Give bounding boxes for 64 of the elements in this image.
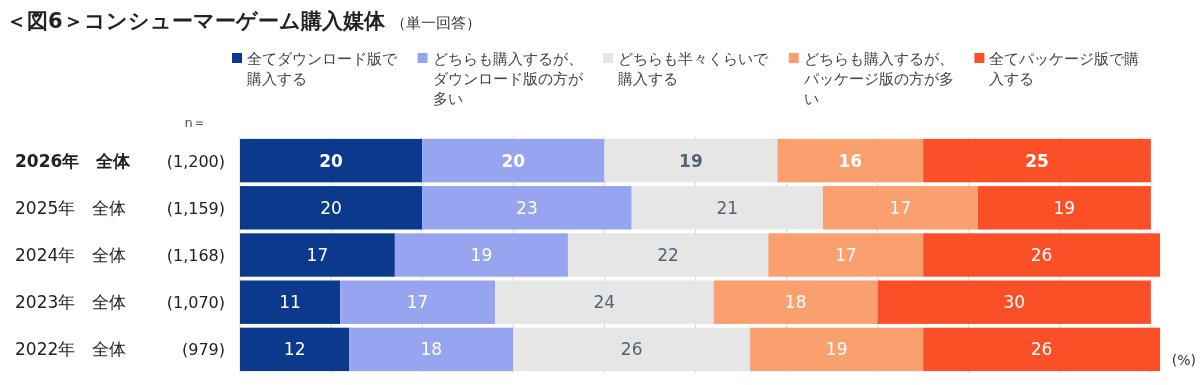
data-label: 17 <box>834 245 857 265</box>
bar <box>923 233 1160 277</box>
text: (1,200) <box>166 151 225 171</box>
text: (1,159) <box>166 198 225 218</box>
bar <box>240 233 395 277</box>
bar <box>631 186 823 230</box>
bar <box>977 186 1151 230</box>
text: (979) <box>181 340 225 360</box>
chart-title: ＜図6＞コンシューマーゲーム購入媒体 <box>6 9 386 33</box>
data-label: 21 <box>716 197 739 218</box>
bar <box>240 280 341 324</box>
bar <box>349 327 514 372</box>
data-label: 18 <box>784 292 807 313</box>
data-label: 19 <box>679 150 703 171</box>
bar <box>877 280 1151 324</box>
bar <box>567 233 769 277</box>
y-tick-label: 2022年 全体 <box>15 339 127 360</box>
bar <box>750 327 924 372</box>
bar <box>768 233 924 277</box>
data-label: 26 <box>1030 245 1053 265</box>
data-label: 11 <box>279 292 301 313</box>
data-label: 17 <box>406 292 429 313</box>
bar <box>777 138 924 183</box>
bar <box>240 327 350 372</box>
bar <box>713 280 878 324</box>
y-tick-label: 2026年 全体 <box>15 150 132 171</box>
bar <box>240 186 423 230</box>
data-label: 23 <box>516 197 538 218</box>
data-label: 22 <box>657 245 679 265</box>
data-label: 17 <box>306 245 329 265</box>
text: (1,070) <box>166 293 225 313</box>
text: n＝ <box>184 115 206 130</box>
data-label: 26 <box>1030 339 1053 360</box>
bar <box>513 327 751 372</box>
text: (%) <box>1171 352 1196 368</box>
y-tick-label: 2023年 全体 <box>15 292 127 313</box>
data-label: 12 <box>283 339 306 360</box>
data-label: 25 <box>1025 150 1049 171</box>
data-label: 19 <box>1053 197 1076 218</box>
bar <box>340 280 496 324</box>
data-label: 20 <box>320 197 342 218</box>
bar <box>604 138 778 183</box>
data-label: 20 <box>319 150 344 171</box>
bar <box>923 138 1151 183</box>
data-label: 18 <box>420 339 443 360</box>
bar <box>495 280 714 324</box>
bar <box>240 138 423 183</box>
y-tick-label: 2025年 全体 <box>15 197 127 218</box>
text: (1,168) <box>166 246 225 265</box>
bar <box>394 233 568 277</box>
y-tick-label: 2024年 全体 <box>15 245 127 265</box>
data-label: 20 <box>501 150 526 171</box>
data-label: 19 <box>825 339 848 360</box>
data-label: 19 <box>470 245 493 265</box>
chart-subtitle: （単一回答） <box>390 14 481 32</box>
data-label: 24 <box>593 292 616 313</box>
bar <box>822 186 978 230</box>
bar <box>422 186 632 230</box>
data-label: 17 <box>889 197 912 218</box>
data-label: 16 <box>838 150 863 171</box>
bar <box>923 327 1160 372</box>
bar <box>422 138 605 183</box>
data-label: 26 <box>620 339 643 360</box>
data-label: 30 <box>1003 292 1026 313</box>
